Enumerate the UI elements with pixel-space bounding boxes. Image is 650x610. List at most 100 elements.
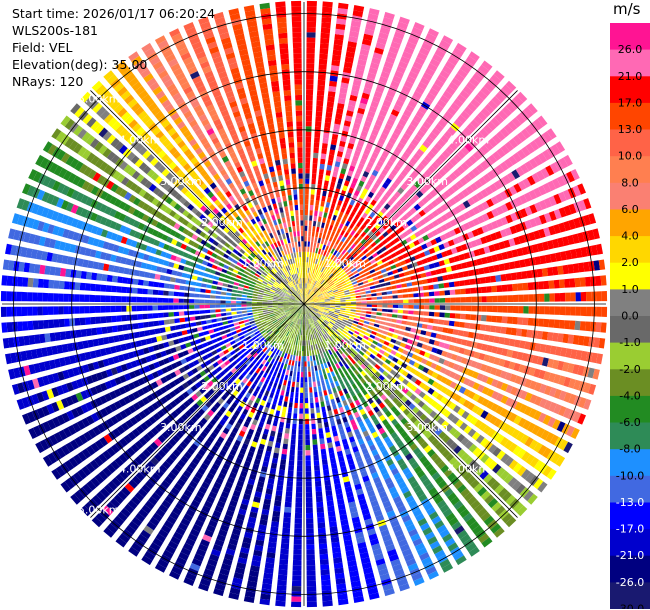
- velocity-gate: [409, 157, 418, 165]
- velocity-gate: [314, 465, 320, 471]
- velocity-gate: [490, 275, 497, 283]
- velocity-gate: [440, 224, 448, 232]
- velocity-gate: [516, 448, 527, 459]
- velocity-gate: [369, 390, 376, 397]
- velocity-gate: [348, 165, 356, 172]
- velocity-gate: [567, 363, 575, 374]
- velocity-gate: [362, 87, 372, 95]
- velocity-gate: [306, 596, 317, 602]
- velocity-gate: [393, 212, 401, 220]
- velocity-gate: [493, 418, 503, 428]
- velocity-gate: [271, 425, 277, 432]
- velocity-gate: [403, 271, 410, 276]
- velocity-gate: [392, 245, 399, 251]
- velocity-gate: [376, 260, 383, 266]
- velocity-gate: [232, 334, 239, 339]
- velocity-gate: [536, 242, 544, 252]
- velocity-gate: [413, 305, 419, 309]
- velocity-gate: [325, 339, 330, 345]
- velocity-gate: [297, 340, 300, 346]
- velocity-gate: [483, 124, 493, 135]
- velocity-gate: [310, 413, 315, 419]
- velocity-gate: [504, 456, 514, 467]
- velocity-gate: [479, 324, 486, 331]
- velocity-gate: [320, 153, 327, 160]
- velocity-gate: [312, 376, 316, 382]
- velocity-gate: [386, 90, 396, 98]
- velocity-gate: [465, 314, 471, 320]
- velocity-gate: [330, 462, 338, 469]
- velocity-gate: [531, 244, 539, 253]
- velocity-gate: [371, 308, 377, 311]
- velocity-gate: [312, 163, 318, 169]
- velocity-gate: [328, 85, 337, 92]
- velocity-gate: [313, 460, 320, 466]
- velocity-gate: [385, 255, 393, 261]
- velocity-gate: [268, 380, 274, 387]
- velocity-gate: [434, 475, 444, 485]
- velocity-gate: [288, 460, 295, 466]
- velocity-gate: [475, 466, 485, 476]
- velocity-gate: [310, 291, 314, 296]
- velocity-gate: [351, 301, 357, 304]
- velocity-gate: [360, 363, 367, 370]
- velocity-gate: [421, 258, 428, 265]
- velocity-gate: [310, 355, 313, 362]
- velocity-gate: [352, 79, 362, 87]
- velocity-gate: [343, 158, 350, 165]
- velocity-gate: [361, 264, 367, 270]
- velocity-gate: [304, 272, 306, 278]
- velocity-gate: [307, 278, 310, 284]
- velocity-gate: [525, 454, 535, 465]
- velocity-gate: [543, 197, 552, 208]
- velocity-gate: [426, 232, 434, 239]
- velocity-gate: [314, 275, 318, 281]
- velocity-gate: [304, 335, 306, 341]
- velocity-gate: [334, 380, 340, 387]
- velocity-gate: [332, 171, 338, 178]
- velocity-gate: [426, 324, 433, 330]
- velocity-gate: [345, 51, 355, 59]
- velocity-gate: [280, 373, 285, 380]
- velocity-gate: [333, 358, 338, 365]
- velocity-gate: [309, 267, 312, 274]
- velocity-gate: [283, 517, 291, 524]
- velocity-gate: [319, 308, 325, 311]
- velocity-gate: [350, 160, 357, 167]
- velocity-gate: [331, 318, 337, 322]
- velocity-gate: [473, 332, 480, 340]
- velocity-gate: [294, 518, 302, 524]
- velocity-gate: [322, 368, 326, 375]
- velocity-gate: [350, 311, 356, 315]
- velocity-gate: [245, 325, 252, 329]
- velocity-gate: [453, 98, 464, 108]
- velocity-gate: [434, 312, 440, 317]
- velocity-gate: [400, 183, 408, 191]
- velocity-gate: [306, 539, 315, 545]
- velocity-gate: [467, 380, 476, 388]
- velocity-gate: [398, 299, 404, 304]
- velocity-gate: [556, 176, 566, 187]
- velocity-gate: [397, 208, 405, 216]
- velocity-gate: [344, 245, 350, 251]
- velocity-gate: [586, 306, 592, 317]
- velocity-gate: [542, 414, 552, 426]
- velocity-gate: [300, 340, 302, 346]
- velocity-gate: [308, 306, 314, 310]
- velocity-gate: [481, 398, 490, 407]
- velocity-gate: [592, 368, 600, 380]
- velocity-gate: [463, 492, 474, 502]
- velocity-gate: [345, 297, 351, 300]
- velocity-gate: [305, 142, 311, 148]
- velocity-gate: [412, 447, 421, 456]
- velocity-gate: [320, 32, 330, 39]
- velocity-gate: [310, 241, 314, 248]
- velocity-gate: [314, 131, 321, 138]
- velocity-gate: [494, 92, 506, 103]
- velocity-gate: [473, 115, 484, 125]
- velocity-gate: [484, 457, 494, 467]
- velocity-gate: [308, 371, 311, 377]
- velocity-gate: [361, 298, 367, 301]
- velocity-gate: [306, 53, 315, 59]
- velocity-gate: [540, 429, 550, 441]
